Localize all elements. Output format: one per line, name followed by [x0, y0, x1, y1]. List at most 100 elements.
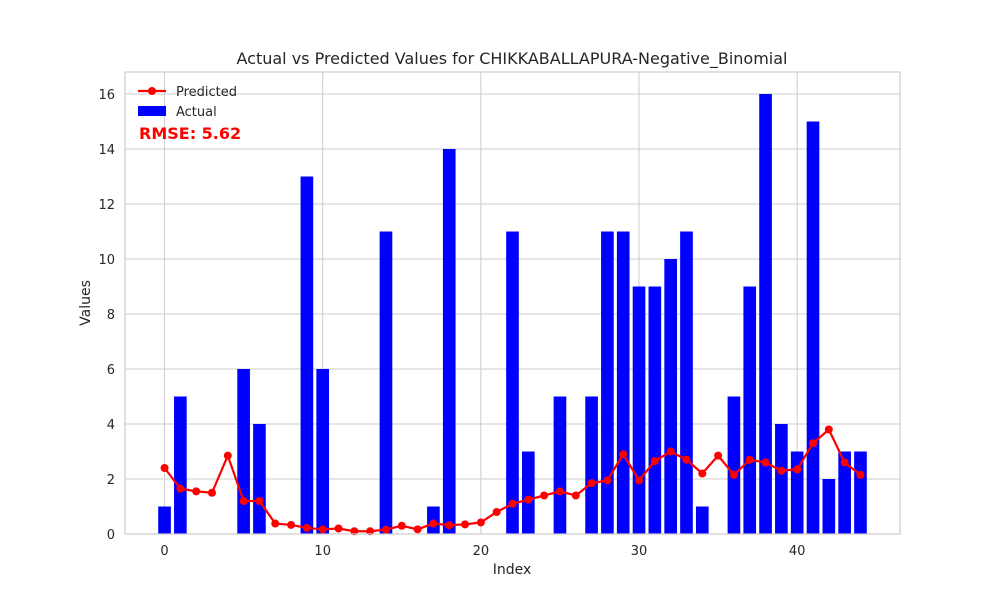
predicted-point: [682, 455, 691, 464]
y-tick-label: 14: [98, 143, 115, 158]
bar-actual: [174, 396, 187, 534]
predicted-point: [745, 455, 754, 464]
bar-actual: [680, 231, 693, 534]
predicted-point: [461, 520, 470, 529]
bar-actual: [601, 231, 614, 534]
predicted-point: [619, 450, 628, 459]
y-tick-label: 0: [107, 528, 115, 543]
y-tick-label: 12: [98, 198, 115, 213]
predicted-point: [223, 451, 232, 460]
predicted-point: [729, 470, 738, 479]
x-tick-label: 0: [160, 544, 168, 559]
predicted-point: [824, 425, 833, 434]
bar-actual: [616, 231, 630, 534]
bar-actual: [521, 451, 535, 534]
predicted-point: [840, 458, 849, 467]
predicted-point: [207, 488, 216, 497]
y-tick-label: 10: [98, 253, 115, 268]
bar-actual: [553, 396, 567, 534]
predicted-point: [603, 476, 612, 485]
predicted-point: [698, 469, 707, 478]
bar-actual: [442, 149, 456, 534]
predicted-point: [255, 497, 264, 505]
bar-actual: [790, 451, 804, 534]
predicted-point: [350, 527, 359, 536]
predicted-point: [318, 525, 327, 534]
bar-actual: [743, 286, 757, 534]
predicted-point: [856, 470, 865, 479]
bar-actual: [695, 506, 709, 534]
y-tick-label: 6: [107, 363, 115, 378]
predicted-point: [239, 497, 248, 505]
predicted-point: [666, 447, 675, 456]
predicted-point: [635, 476, 644, 485]
y-tick-label: 4: [107, 418, 115, 433]
predicted-point: [160, 464, 169, 472]
predicted-point: [587, 479, 596, 488]
x-tick-label: 40: [789, 544, 806, 559]
x-axis-label: Index: [493, 562, 532, 578]
predicted-point: [476, 518, 485, 527]
predicted-point: [650, 457, 659, 466]
bar-actual: [158, 506, 171, 534]
legend: Predicted Actual: [138, 85, 237, 120]
legend-actual-label: Actual: [176, 105, 217, 120]
predicted-point: [271, 519, 280, 528]
predicted-point: [334, 524, 343, 533]
predicted-point: [809, 439, 818, 448]
predicted-point: [714, 451, 723, 460]
bar-actual: [806, 121, 820, 534]
predicted-point: [413, 525, 422, 534]
chart-title: Actual vs Predicted Values for CHIKKABAL…: [236, 49, 787, 69]
predicted-point: [777, 466, 786, 475]
bar-actual: [664, 259, 677, 534]
predicted-point: [540, 491, 549, 500]
predicted-point: [381, 525, 390, 534]
bar-actual: [253, 424, 266, 534]
rmse-annotation: RMSE: 5.62: [139, 124, 241, 143]
predicted-point: [508, 499, 517, 508]
predicted-point: [445, 521, 454, 530]
bar-actual: [759, 94, 772, 534]
bars: [158, 94, 867, 534]
legend-predicted-marker: [148, 87, 156, 95]
x-tick-label: 30: [631, 544, 648, 559]
y-tick-label: 2: [107, 473, 115, 488]
bar-actual: [648, 286, 662, 534]
predicted-point: [397, 521, 406, 530]
plot-frame: [124, 71, 901, 535]
bar-actual: [775, 424, 788, 534]
bar-actual: [300, 176, 314, 534]
predicted-point: [524, 495, 533, 504]
y-tick-label: 8: [107, 308, 115, 323]
predicted-point: [366, 527, 375, 536]
predicted-point: [287, 520, 296, 529]
y-axis-label: Values: [78, 280, 94, 326]
y-tick-label: 16: [98, 88, 115, 103]
legend-actual-swatch: [138, 106, 166, 116]
bar-actual: [585, 396, 598, 534]
x-axis-ticks: 0 10 20 30 40: [160, 544, 805, 559]
bar-actual: [727, 396, 741, 534]
bar-actual: [379, 231, 393, 534]
predicted-point: [761, 458, 770, 467]
bar-actual: [822, 479, 836, 534]
bar-actual: [237, 369, 250, 534]
predicted-point: [571, 491, 580, 500]
x-tick-label: 10: [314, 544, 331, 559]
bar-actual: [632, 286, 646, 534]
predicted-point: [429, 519, 438, 528]
predicted-point: [176, 484, 185, 493]
prediction-line: [160, 425, 865, 536]
predicted-point: [793, 465, 802, 474]
y-axis-ticks: 0 2 4 6 8 10 12 14 16: [98, 88, 115, 543]
predicted-point: [555, 487, 564, 496]
predicted-point: [492, 508, 501, 516]
predicted-point: [302, 523, 311, 532]
x-tick-label: 20: [473, 544, 490, 559]
bar-actual: [316, 369, 330, 534]
bar-actual: [838, 451, 851, 534]
bar-actual: [506, 231, 519, 534]
bar-actual: [854, 451, 867, 534]
